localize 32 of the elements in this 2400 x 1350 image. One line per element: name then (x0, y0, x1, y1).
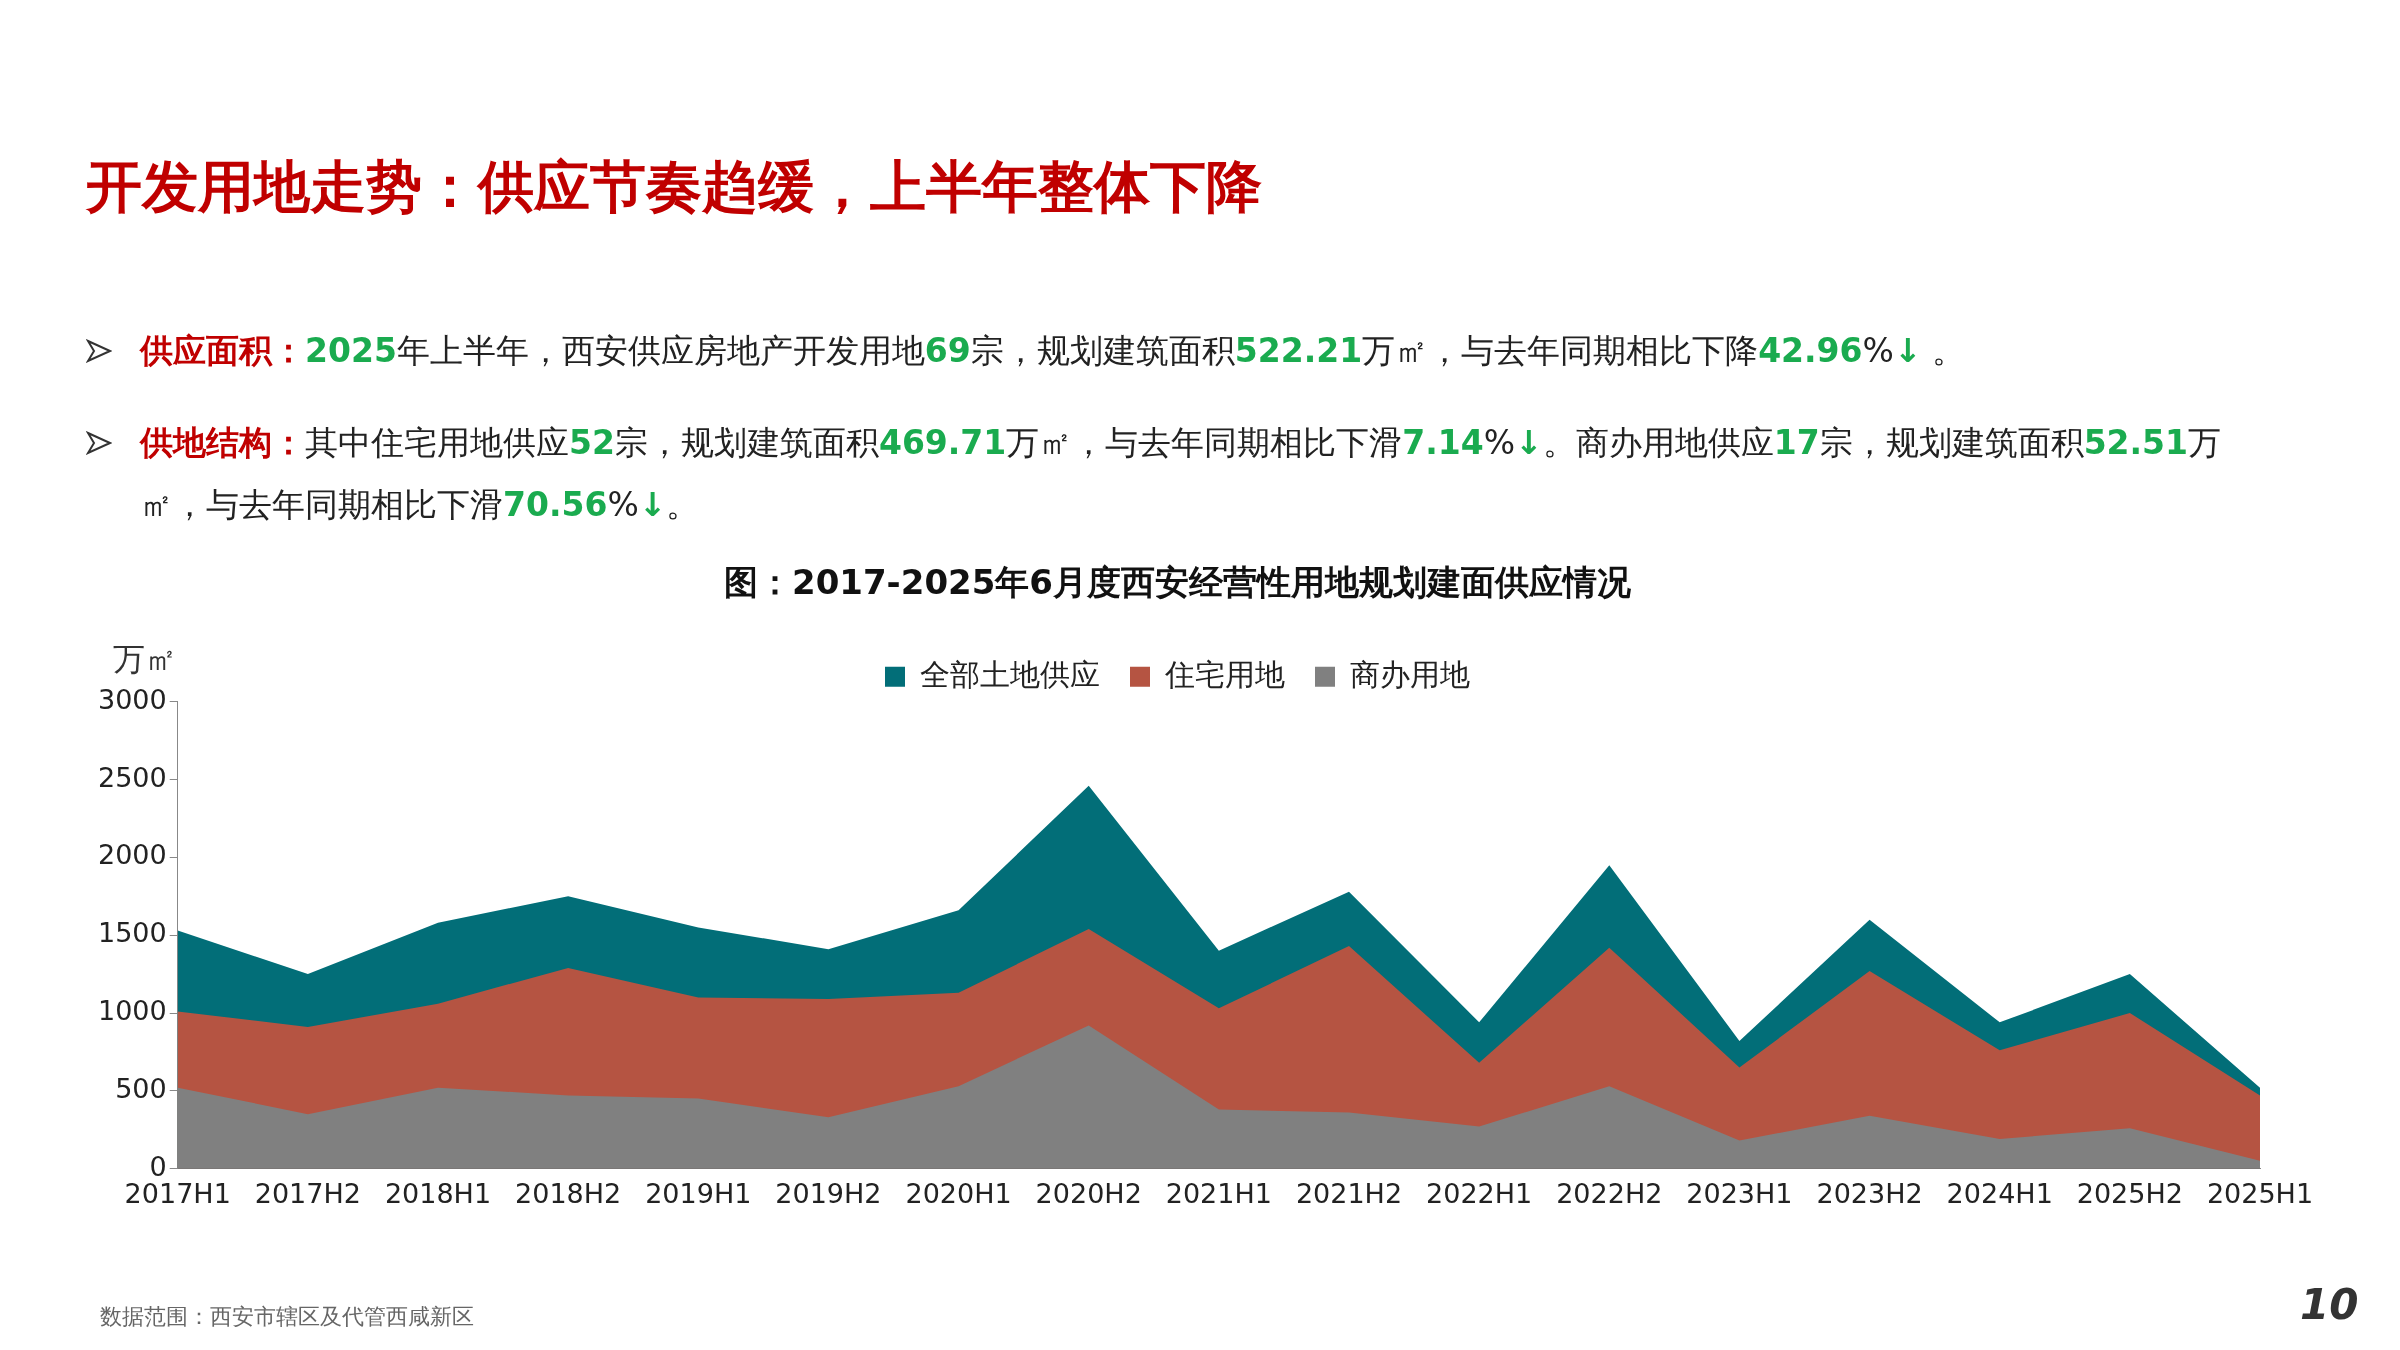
y-tick-label: 3000 (97, 683, 167, 715)
text: 数据范围：西安市辖区及代管西咸新区 (100, 1303, 474, 1331)
x-tick-label: 2020H1 (905, 1177, 1012, 1209)
y-tick-label: 2500 (97, 761, 167, 793)
chart-subtitle: 图：2017-2025年6月度西安经营性用地规划建面供应情况 (723, 562, 1633, 603)
x-tick-label: 2025H2 (2076, 1177, 2183, 1209)
x-tick-label: 2019H1 (645, 1177, 752, 1209)
y-tick-label: 1500 (97, 917, 167, 949)
x-tick-label: 2022H1 (1426, 1177, 1533, 1209)
text: 10 (2300, 1280, 2359, 1329)
x-tick-label: 2018H2 (515, 1177, 622, 1209)
x-tick-label: 2021H2 (1295, 1177, 1403, 1209)
x-tick-label: 2024H1 (1946, 1177, 2053, 1209)
y-tick-label: 2000 (97, 839, 167, 871)
x-tick-label: 2022H2 (1556, 1177, 1663, 1209)
legend-label: 住宅用地 (1164, 656, 1285, 692)
y-tick-label: 500 (115, 1072, 167, 1104)
text: 供应面积：2025年上半年，西安供应房地产开发用地69宗，规划建筑面积522.21万㎡，与去年同期相比下降42.96%↓ 。 (140, 331, 1966, 370)
x-tick-label: 2018H1 (384, 1177, 492, 1209)
legend-label: 商办用地 (1350, 656, 1470, 692)
x-tick-label: 2023H1 (1686, 1177, 1793, 1209)
x-tick-label: 2020H2 (1035, 1177, 1142, 1209)
x-tick-label: 2025H1 (2206, 1177, 2314, 1209)
y-axis-title: 万㎡ (113, 640, 177, 679)
text: 供地结构：其中住宅用地供应52宗，规划建筑面积469.71万㎡，与去年同期相比下滑7.14%↓。商办用地供应17宗，规划建筑面积52.51万㎡，与去年同期相比下滑70.56%↓。 (140, 423, 2222, 524)
chart-title: 开发用地走势：供应节奏趋缓，上半年整体下降 (86, 153, 1262, 221)
x-tick-label: 2023H2 (1816, 1177, 1923, 1209)
x-tick-label: 2021H1 (1165, 1177, 1272, 1209)
y-tick-label: 1000 (97, 995, 167, 1027)
legend-label: 全部土地供应 (920, 656, 1100, 692)
x-tick-label: 2019H2 (775, 1177, 882, 1209)
x-tick-label: 2017H2 (254, 1177, 361, 1209)
